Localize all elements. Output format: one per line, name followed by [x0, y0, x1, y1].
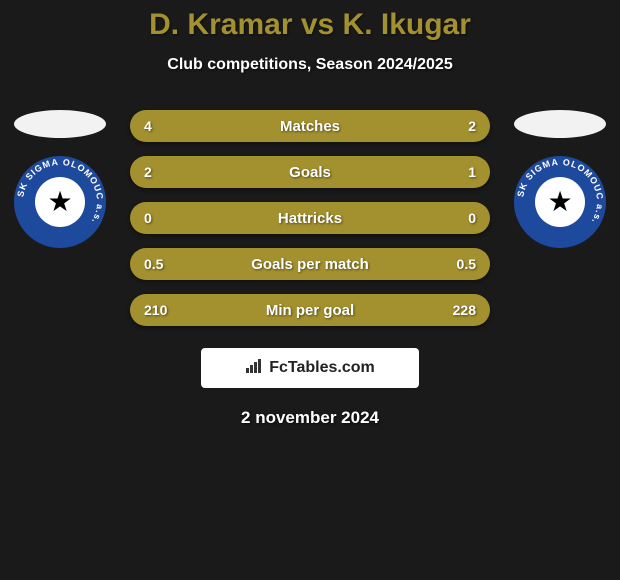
- stat-left-value: 0.5: [144, 256, 163, 272]
- date-text: 2 november 2024: [0, 408, 620, 428]
- player-left-avatar-placeholder: [14, 110, 106, 138]
- club-badge-inner-right: ★: [535, 177, 585, 227]
- stats-column: 4 Matches 2 2 Goals 1 0 Hattricks 0 0.5 …: [130, 110, 490, 326]
- player-right-club-badge: SK SIGMA OLOMOUC a.s. ★: [514, 156, 606, 248]
- player-right-avatar-placeholder: [514, 110, 606, 138]
- stat-right-value: 2: [468, 118, 476, 134]
- brand-text: FcTables.com: [269, 359, 375, 377]
- page-title: D. Kramar vs K. Ikugar: [0, 8, 620, 42]
- stat-row-matches: 4 Matches 2: [130, 110, 490, 142]
- stat-right-value: 1: [468, 164, 476, 180]
- player-left-column: SK SIGMA OLOMOUC a.s. ★: [8, 110, 112, 248]
- stat-left-value: 2: [144, 164, 152, 180]
- stat-label: Matches: [280, 118, 340, 135]
- stat-label: Min per goal: [266, 302, 354, 319]
- comparison-card: D. Kramar vs K. Ikugar Club competitions…: [0, 0, 620, 428]
- stat-row-hattricks: 0 Hattricks 0: [130, 202, 490, 234]
- player-right-column: SK SIGMA OLOMOUC a.s. ★: [508, 110, 612, 248]
- stat-right-value: 228: [453, 302, 476, 318]
- club-badge-inner-left: ★: [35, 177, 85, 227]
- player-left-club-badge: SK SIGMA OLOMOUC a.s. ★: [14, 156, 106, 248]
- stat-row-min-per-goal: 210 Min per goal 228: [130, 294, 490, 326]
- stat-left-value: 4: [144, 118, 152, 134]
- stat-right-value: 0: [468, 210, 476, 226]
- star-icon: ★: [47, 188, 72, 216]
- chart-icon: [245, 358, 263, 379]
- stat-label: Goals: [289, 164, 331, 181]
- stat-row-goals: 2 Goals 1: [130, 156, 490, 188]
- stat-left-value: 0: [144, 210, 152, 226]
- star-icon: ★: [547, 188, 572, 216]
- stat-label: Hattricks: [278, 210, 342, 227]
- stat-left-value: 210: [144, 302, 167, 318]
- brand-badge: FcTables.com: [201, 348, 419, 388]
- stat-label: Goals per match: [251, 256, 369, 273]
- page-subtitle: Club competitions, Season 2024/2025: [0, 56, 620, 74]
- stat-row-goals-per-match: 0.5 Goals per match 0.5: [130, 248, 490, 280]
- main-row: SK SIGMA OLOMOUC a.s. ★ 4 Matches 2 2 Go…: [0, 110, 620, 326]
- stat-right-value: 0.5: [457, 256, 476, 272]
